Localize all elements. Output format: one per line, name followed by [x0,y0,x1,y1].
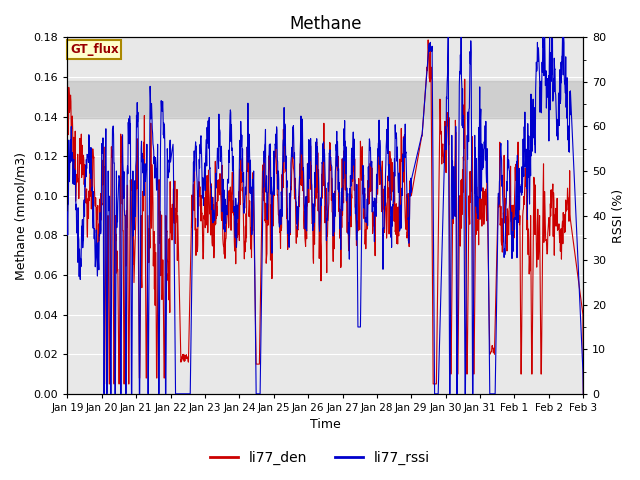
Y-axis label: Methane (mmol/m3): Methane (mmol/m3) [15,152,28,279]
Text: GT_flux: GT_flux [70,43,118,56]
Bar [67,81,583,118]
X-axis label: Time: Time [310,419,340,432]
Title: Methane: Methane [289,15,362,33]
Y-axis label: RSSI (%): RSSI (%) [612,189,625,242]
Legend: li77_den, li77_rssi: li77_den, li77_rssi [204,445,436,471]
